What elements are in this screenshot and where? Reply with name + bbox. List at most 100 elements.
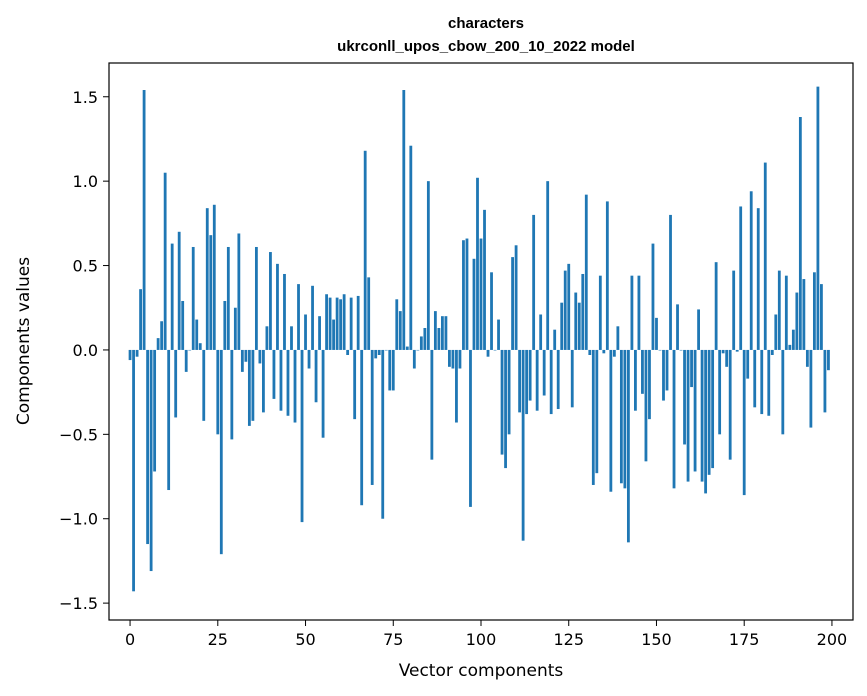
bar-component-101 (483, 209, 486, 350)
bar-component-125 (567, 263, 571, 350)
bar-component-65 (356, 295, 360, 350)
bar-component-64 (353, 349, 357, 420)
bar-component-164 (704, 349, 708, 494)
bar-component-116 (535, 349, 539, 411)
bar-component-199 (827, 349, 830, 371)
bar-component-98 (472, 258, 476, 350)
y-tick-label: 1.5 (73, 88, 98, 107)
bar-component-88 (437, 328, 441, 350)
bar-component-102 (486, 349, 490, 357)
bar-component-28 (226, 246, 230, 350)
bar-component-86 (430, 349, 434, 460)
bar-component-135 (602, 349, 606, 354)
bar-component-143 (630, 275, 634, 350)
bar-component-68 (367, 277, 371, 350)
bar-component-9 (160, 321, 164, 350)
bar-component-115 (532, 214, 536, 350)
bar-component-181 (763, 162, 767, 350)
bar-component-54 (318, 316, 321, 350)
bar-component-133 (595, 349, 599, 474)
bar-component-160 (690, 349, 693, 388)
bar-component-44 (283, 273, 286, 350)
bar-component-136 (605, 201, 609, 350)
bar-component-15 (181, 300, 185, 350)
bar-component-189 (791, 329, 795, 350)
bar-component-11 (167, 349, 171, 491)
bar-component-130 (584, 194, 588, 350)
bar-component-82 (416, 349, 420, 351)
y-tick-label: −0.5 (59, 425, 98, 444)
bar-component-58 (332, 319, 336, 350)
bar-component-49 (300, 349, 304, 523)
bar-component-146 (641, 349, 644, 394)
bar-component-173 (735, 349, 739, 352)
bar-component-45 (286, 349, 290, 416)
bar-component-97 (469, 349, 472, 507)
bar-component-13 (174, 349, 178, 418)
bar-component-77 (398, 311, 402, 350)
bar-component-39 (265, 326, 269, 350)
chart-title: characters (448, 15, 524, 32)
bar-component-24 (212, 204, 216, 350)
bar-component-31 (237, 233, 241, 350)
x-tick-label: 50 (295, 630, 315, 649)
y-tick-label: −1.0 (59, 510, 98, 529)
bar-component-174 (739, 206, 743, 350)
bar-component-10 (163, 172, 167, 350)
bar-component-134 (598, 275, 602, 350)
bar-component-4 (142, 90, 146, 350)
bar-component-79 (405, 346, 409, 350)
bar-component-27 (223, 300, 227, 350)
bar-component-138 (612, 349, 616, 357)
bar-component-99 (476, 177, 479, 350)
x-tick-label: 125 (553, 630, 584, 649)
bar-component-92 (451, 349, 455, 369)
y-tick-label: −1.5 (59, 594, 98, 613)
bar-component-163 (700, 349, 704, 482)
x-tick-label: 0 (125, 630, 135, 649)
bar-component-121 (553, 329, 557, 350)
bar-component-42 (276, 263, 279, 350)
bar-component-43 (279, 349, 283, 411)
bar-component-159 (686, 349, 690, 482)
bar-component-57 (328, 297, 332, 350)
bar-component-176 (746, 349, 750, 379)
bar-component-175 (742, 349, 746, 496)
bar-component-2 (135, 349, 139, 357)
bar-component-20 (198, 343, 202, 350)
bar-component-26 (219, 349, 223, 555)
x-tick-label: 75 (383, 630, 403, 649)
bar-component-144 (634, 349, 637, 411)
bar-component-22 (205, 208, 209, 350)
bar-component-187 (784, 275, 788, 350)
bar-component-75 (391, 349, 395, 391)
bar-component-111 (518, 349, 522, 413)
bar-component-5 (146, 349, 150, 545)
bar-component-18 (191, 246, 195, 350)
bar-component-126 (570, 349, 574, 408)
x-tick-label: 100 (466, 630, 497, 649)
bar-component-3 (139, 289, 142, 350)
bar-component-32 (240, 349, 244, 372)
bar-component-128 (577, 302, 581, 350)
bar-component-158 (683, 349, 686, 445)
bar-component-171 (728, 349, 732, 460)
bar-component-131 (588, 349, 592, 355)
bar-component-106 (500, 349, 504, 455)
bar-component-117 (539, 314, 543, 350)
bar-component-145 (637, 275, 641, 350)
bar-component-34 (247, 349, 251, 426)
bar-component-1 (132, 349, 135, 592)
bar-component-186 (781, 349, 785, 435)
bar-component-61 (342, 294, 346, 350)
bar-component-107 (504, 349, 507, 469)
bar-component-122 (556, 349, 560, 410)
bar-component-14 (177, 231, 181, 350)
bar-component-188 (788, 344, 792, 350)
bar-component-157 (679, 349, 683, 351)
bar-component-105 (497, 319, 500, 350)
bar-component-140 (619, 349, 623, 484)
bar-component-142 (626, 349, 630, 543)
bar-component-48 (297, 284, 300, 350)
bar-component-76 (395, 299, 399, 350)
